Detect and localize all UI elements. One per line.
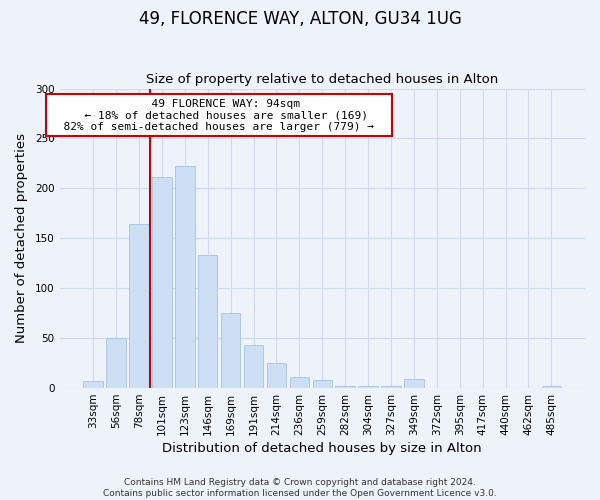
Bar	[244, 345, 263, 388]
Bar	[267, 363, 286, 388]
Bar	[335, 386, 355, 388]
Text: 49 FLORENCE WAY: 94sqm
  ← 18% of detached houses are smaller (169)
  82% of sem: 49 FLORENCE WAY: 94sqm ← 18% of detached…	[50, 98, 388, 132]
X-axis label: Distribution of detached houses by size in Alton: Distribution of detached houses by size …	[163, 442, 482, 455]
Text: Contains HM Land Registry data © Crown copyright and database right 2024.
Contai: Contains HM Land Registry data © Crown c…	[103, 478, 497, 498]
Bar	[106, 338, 126, 388]
Bar	[290, 377, 309, 388]
Text: 49, FLORENCE WAY, ALTON, GU34 1UG: 49, FLORENCE WAY, ALTON, GU34 1UG	[139, 10, 461, 28]
Bar	[198, 256, 217, 388]
Bar	[175, 166, 194, 388]
Y-axis label: Number of detached properties: Number of detached properties	[15, 134, 28, 344]
Bar	[83, 381, 103, 388]
Title: Size of property relative to detached houses in Alton: Size of property relative to detached ho…	[146, 73, 499, 86]
Bar	[129, 224, 149, 388]
Bar	[542, 386, 561, 388]
Bar	[313, 380, 332, 388]
Bar	[221, 313, 241, 388]
Bar	[358, 386, 378, 388]
Bar	[152, 178, 172, 388]
Bar	[404, 379, 424, 388]
Bar	[381, 386, 401, 388]
